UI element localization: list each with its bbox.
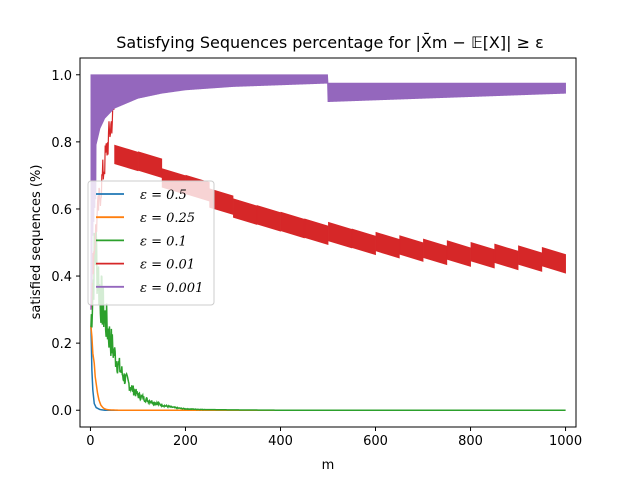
legend-entry: ε = 0.01	[140, 258, 195, 273]
series-band-segment	[328, 221, 353, 249]
x-tick-label: 800	[458, 434, 483, 449]
chart-title: Satisfying Sequences percentage for |X̄m…	[116, 33, 544, 52]
y-tick-label: 0.8	[51, 136, 72, 151]
series-band-segment	[304, 218, 329, 246]
series-band-segment	[256, 205, 281, 232]
y-axis-label: satisfied sequences (%)	[29, 165, 44, 320]
x-tick-label: 0	[86, 434, 94, 449]
x-axis-label: m	[322, 458, 335, 473]
series-band-segment	[351, 228, 376, 256]
x-tick-label: 400	[268, 434, 293, 449]
axes-frame	[79, 57, 577, 428]
legend-entry: ε = 0.1	[140, 234, 187, 249]
legend-entry: ε = 0.001	[140, 281, 203, 296]
legend-entry: ε = 0.5	[140, 188, 187, 203]
series-line	[90, 230, 566, 411]
series-band-segment	[494, 243, 519, 271]
y-tick-label: 1.0	[51, 69, 72, 84]
y-tick-label: 0.2	[51, 337, 72, 352]
legend: ε = 0.5 ε = 0.25 ε = 0.1 ε = 0.01 ε = 0.001	[87, 180, 215, 306]
series-band-segment	[470, 241, 495, 269]
x-tick-label: 200	[173, 434, 198, 449]
series-band-segment	[446, 240, 471, 267]
series-band	[90, 74, 566, 310]
series-band-segment	[280, 211, 305, 239]
y-tick-label: 0.0	[51, 404, 72, 419]
series-band-segment	[233, 198, 258, 225]
series-band-segment	[518, 245, 543, 272]
x-tick-label: 1000	[549, 434, 582, 449]
series-band-segment	[541, 246, 566, 274]
x-axis: 0 200 400 600 800 1000	[86, 427, 582, 449]
x-tick-label: 600	[363, 434, 388, 449]
y-tick-label: 0.4	[51, 270, 72, 285]
legend-box	[87, 180, 215, 306]
y-tick-label: 0.6	[51, 203, 72, 218]
series-band-segment	[138, 151, 163, 178]
legend-entry: ε = 0.25	[140, 211, 195, 226]
series-band-segment	[399, 235, 424, 262]
series-3	[90, 230, 566, 411]
series-band-segment	[114, 144, 139, 172]
y-axis: 0.0 0.2 0.4 0.6 0.8 1.0	[51, 69, 80, 419]
series-band-segment	[375, 231, 400, 259]
series-band-segment	[423, 238, 448, 266]
